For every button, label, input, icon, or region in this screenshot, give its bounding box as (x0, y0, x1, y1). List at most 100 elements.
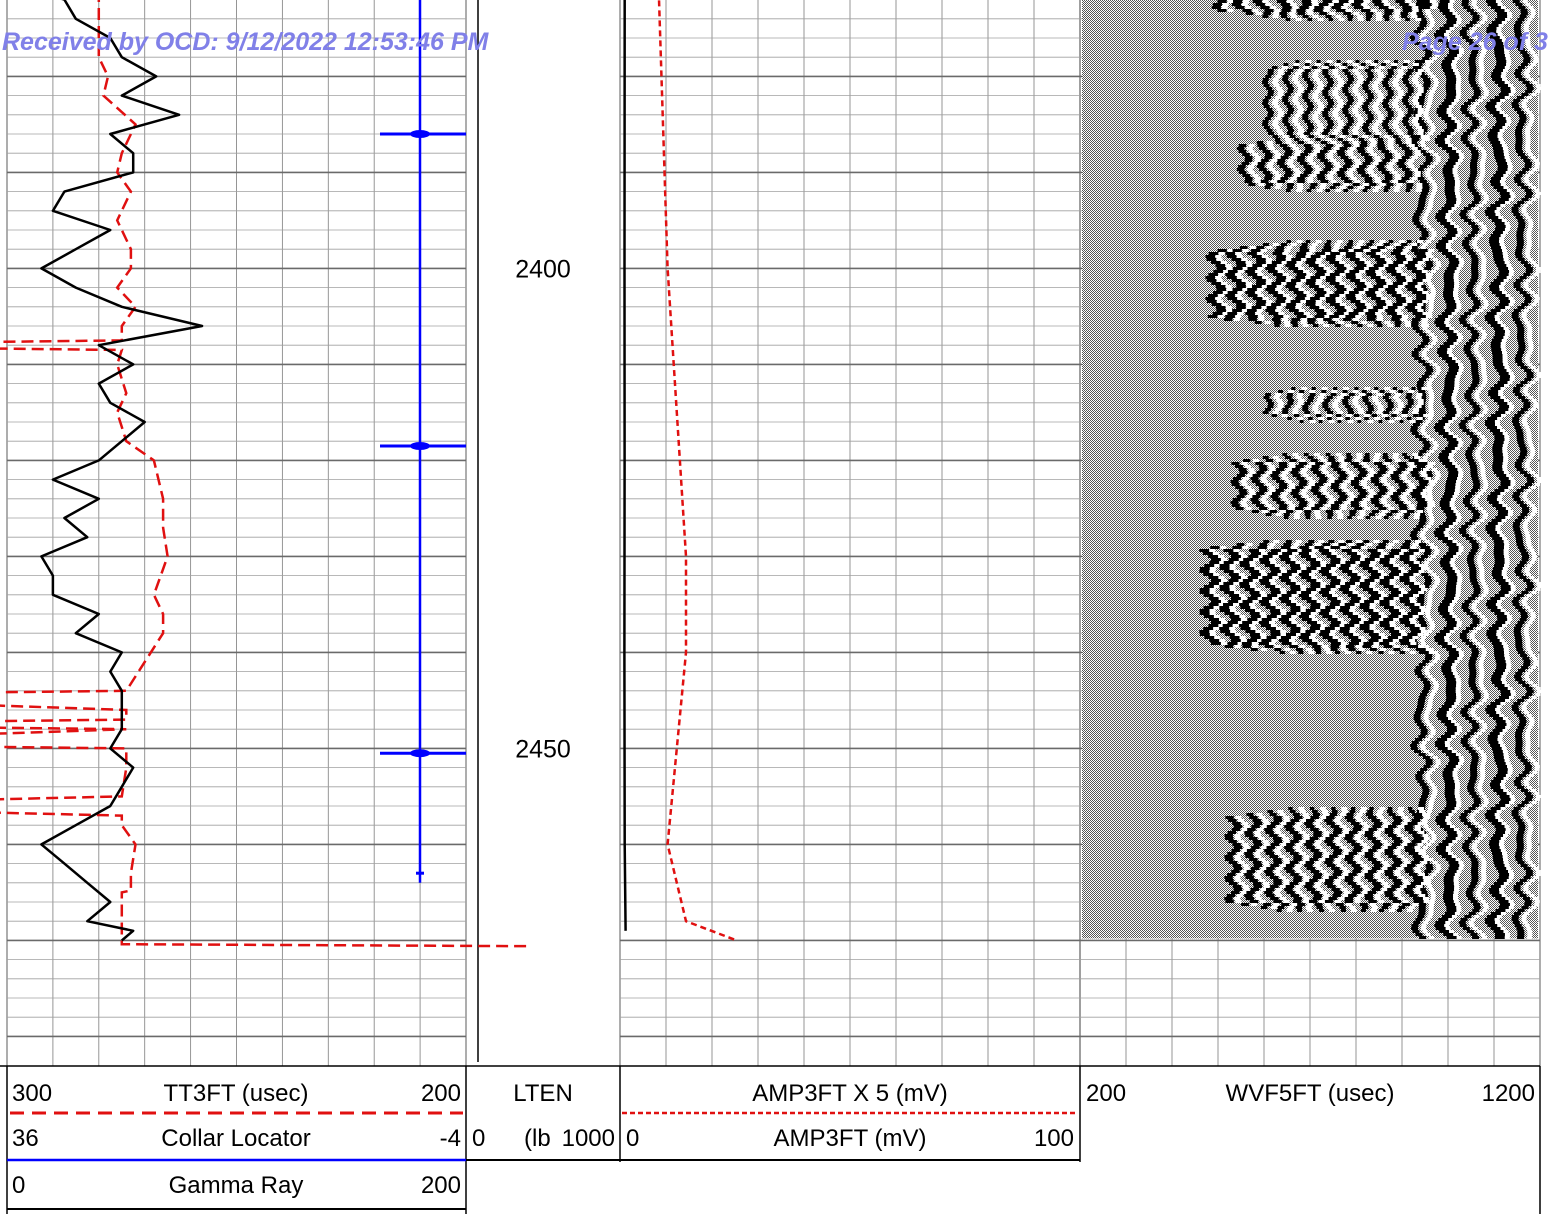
waveform-band (1348, 240, 1353, 243)
waveform-band (1497, 606, 1503, 609)
waveform-band (1515, 147, 1523, 150)
waveform-band (1329, 591, 1336, 594)
waveform-band (1414, 138, 1420, 141)
waveform-band (1414, 150, 1421, 153)
waveform-band (1527, 585, 1535, 588)
waveform-band (1480, 279, 1486, 282)
waveform-band (1383, 564, 1394, 567)
waveform-band (1299, 594, 1310, 597)
waveform-band (1435, 246, 1446, 249)
waveform-band (1353, 84, 1360, 87)
waveform-band (1336, 126, 1343, 129)
waveform-band (1411, 537, 1419, 540)
waveform-band (1267, 594, 1278, 597)
waveform-band (1251, 510, 1259, 513)
waveform-band (1225, 315, 1235, 318)
waveform-band (1482, 15, 1488, 18)
waveform-band (1459, 261, 1465, 264)
waveform-band (1291, 258, 1301, 261)
waveform-band (1363, 465, 1370, 468)
waveform-band (1480, 231, 1486, 234)
waveform-band (1426, 369, 1434, 372)
waveform-band (1525, 606, 1531, 609)
waveform-band (1372, 0, 1382, 3)
waveform-band (1497, 522, 1503, 525)
waveform-band (1310, 489, 1319, 492)
waveform-band (1523, 99, 1529, 102)
waveform-band (1448, 606, 1454, 609)
waveform-band (1335, 189, 1342, 192)
waveform-band (1393, 189, 1400, 192)
waveform-band (1404, 540, 1411, 543)
waveform-band (1525, 150, 1531, 153)
waveform-band (1282, 453, 1288, 456)
waveform-band (1276, 306, 1283, 309)
waveform-band (1269, 489, 1276, 492)
waveform-band (1445, 483, 1456, 486)
waveform-band (1366, 99, 1373, 102)
waveform-band (1426, 225, 1432, 228)
waveform-band (1336, 255, 1343, 258)
waveform-band (1275, 75, 1282, 78)
waveform-band (1471, 45, 1479, 48)
waveform-band (1530, 63, 1536, 66)
waveform-band (1396, 300, 1406, 303)
waveform-band (1241, 279, 1248, 282)
waveform-band (1517, 339, 1525, 342)
waveform-band (1501, 570, 1507, 573)
waveform-band (1446, 351, 1452, 354)
waveform-band (1432, 480, 1438, 483)
waveform-band (1339, 135, 1346, 138)
waveform-band (1384, 393, 1391, 396)
waveform-band (1442, 417, 1453, 420)
waveform-band (1389, 390, 1396, 393)
waveform-band (1282, 117, 1289, 120)
waveform-band (1299, 135, 1306, 138)
waveform-band (1478, 282, 1484, 285)
waveform-band (1287, 159, 1294, 162)
waveform-band (1490, 75, 1501, 78)
waveform-band (1362, 399, 1369, 402)
waveform-band (1525, 135, 1531, 138)
waveform-band (1337, 174, 1346, 177)
waveform-band (1254, 180, 1261, 183)
waveform-band (1518, 345, 1526, 348)
waveform-band (1447, 477, 1458, 480)
waveform-band (1274, 324, 1280, 327)
waveform-band (1412, 117, 1419, 120)
waveform-band (1452, 522, 1458, 525)
waveform-band (1507, 513, 1513, 516)
waveform-band (1374, 186, 1381, 189)
waveform-band (1445, 195, 1456, 198)
waveform-band (1478, 597, 1484, 600)
waveform-band (1378, 612, 1385, 615)
waveform-band (1514, 414, 1522, 417)
waveform-band (1446, 552, 1457, 555)
waveform-band (1387, 93, 1394, 96)
waveform-band (1523, 474, 1531, 477)
waveform-band (1371, 501, 1380, 504)
waveform-band (1521, 93, 1529, 96)
waveform-band (1320, 561, 1327, 564)
waveform-band (1424, 147, 1430, 150)
waveform-band (1362, 162, 1371, 165)
waveform-band (1405, 255, 1412, 258)
waveform-band (1234, 591, 1241, 594)
waveform-band (1469, 444, 1477, 447)
waveform-band (1446, 126, 1457, 129)
waveform-band (1340, 621, 1347, 624)
waveform-band (1504, 384, 1510, 387)
waveform-band (1322, 543, 1331, 546)
waveform-band (1306, 300, 1316, 303)
waveform-band (1437, 609, 1448, 612)
waveform-band (1408, 390, 1415, 393)
waveform-band (1385, 408, 1392, 411)
waveform-band (1285, 285, 1296, 288)
waveform-band (1481, 96, 1487, 99)
waveform-band (1429, 621, 1435, 624)
waveform-band (1352, 90, 1359, 93)
waveform-band (1527, 306, 1533, 309)
waveform-band (1432, 3, 1439, 6)
waveform-band (1312, 15, 1319, 18)
waveform-band (1393, 585, 1400, 588)
